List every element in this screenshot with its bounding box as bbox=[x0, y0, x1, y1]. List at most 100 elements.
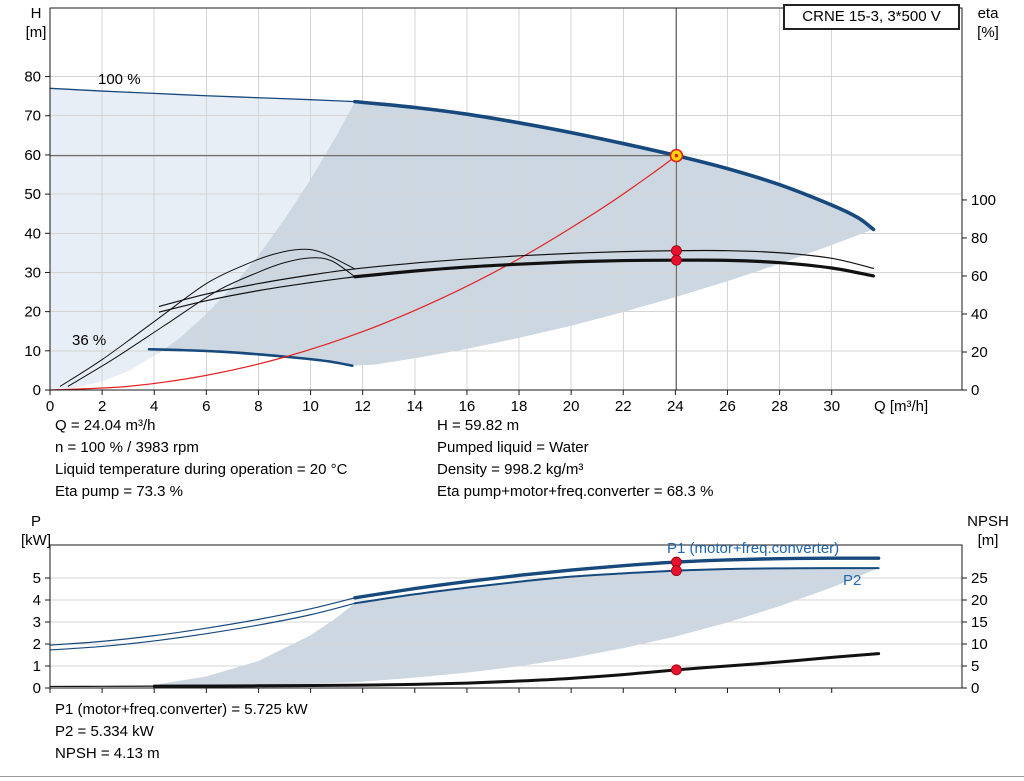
svg-text:10: 10 bbox=[971, 636, 988, 653]
speed-100-label: 100 % bbox=[98, 71, 141, 88]
qh-gridlines bbox=[50, 8, 962, 390]
info-speed: n = 100 % / 3983 rpm bbox=[55, 439, 199, 456]
svg-text:26: 26 bbox=[719, 398, 736, 415]
svg-text:16: 16 bbox=[459, 398, 476, 415]
series-control-curve bbox=[49, 155, 678, 391]
value-marker bbox=[671, 664, 682, 676]
svg-text:6: 6 bbox=[202, 398, 210, 415]
npsh-axis-symbol: NPSH bbox=[967, 513, 1009, 530]
svg-text:28: 28 bbox=[771, 398, 788, 415]
svg-text:30: 30 bbox=[24, 264, 41, 281]
info-liquid: Pumped liquid = Water bbox=[437, 439, 589, 456]
series-eta-total-low-flow bbox=[158, 276, 356, 313]
svg-text:2: 2 bbox=[98, 398, 106, 415]
info-flow: Q = 24.04 m³/h bbox=[55, 417, 156, 434]
svg-text:10: 10 bbox=[24, 343, 41, 360]
svg-text:60: 60 bbox=[24, 147, 41, 164]
svg-text:12: 12 bbox=[354, 398, 371, 415]
svg-text:4: 4 bbox=[33, 592, 41, 609]
svg-text:60: 60 bbox=[971, 268, 988, 285]
p1-curve-label: P1 (motor+freq.converter) bbox=[667, 540, 840, 557]
info-eta-total: Eta pump+motor+freq.converter = 68.3 % bbox=[437, 483, 714, 500]
svg-text:40: 40 bbox=[971, 306, 988, 323]
value-marker bbox=[671, 565, 682, 577]
region-power-envelope bbox=[159, 568, 879, 687]
series-eta-total bbox=[353, 258, 876, 279]
svg-text:0: 0 bbox=[46, 398, 54, 415]
series-pump-curve-36 bbox=[147, 347, 354, 368]
p2-curve-label: P2 bbox=[843, 572, 862, 589]
svg-text:100: 100 bbox=[971, 192, 996, 209]
svg-text:5: 5 bbox=[971, 658, 979, 675]
svg-text:40: 40 bbox=[24, 225, 41, 242]
svg-text:30: 30 bbox=[823, 398, 840, 415]
series-eta-arc-reduced-speed-1 bbox=[59, 248, 356, 387]
svg-text:20: 20 bbox=[563, 398, 580, 415]
info-temperature: Liquid temperature during operation = 20… bbox=[55, 461, 348, 478]
svg-text:2: 2 bbox=[33, 636, 41, 653]
speed-36-label: 36 % bbox=[72, 332, 107, 349]
p-axis-label: P [kW] bbox=[16, 512, 56, 550]
svg-text:0: 0 bbox=[33, 680, 41, 697]
npsh-axis-unit: [m] bbox=[977, 532, 999, 549]
series-pump-curve-100 bbox=[353, 99, 876, 232]
eta-axis-label: eta [%] bbox=[966, 4, 1010, 42]
pump-designation-box: CRNE 15-3, 3*500 V bbox=[783, 4, 960, 30]
info-density: Density = 998.2 kg/m³ bbox=[437, 461, 584, 478]
series-eta-arc-reduced-speed-2 bbox=[67, 257, 356, 387]
duty-info-right-column: H = 59.82 m Pumped liquid = Water Densit… bbox=[437, 415, 713, 503]
series-p2-low-flow bbox=[49, 602, 356, 651]
svg-text:5: 5 bbox=[33, 570, 41, 587]
eta-axis-symbol: eta bbox=[977, 5, 999, 22]
svg-text:18: 18 bbox=[511, 398, 528, 415]
value-marker bbox=[671, 254, 682, 266]
value-marker bbox=[671, 245, 682, 257]
svg-text:24: 24 bbox=[667, 398, 684, 415]
p-axis-unit: [kW] bbox=[21, 532, 51, 549]
eta-axis-unit: [%] bbox=[977, 24, 999, 41]
svg-text:0: 0 bbox=[971, 680, 979, 697]
svg-text:25: 25 bbox=[971, 570, 988, 587]
footer-divider bbox=[0, 776, 1024, 777]
svg-text:20: 20 bbox=[24, 304, 41, 321]
svg-text:0: 0 bbox=[971, 382, 979, 399]
svg-text:8: 8 bbox=[254, 398, 262, 415]
p-axis-symbol: P bbox=[30, 513, 41, 530]
series-eta-pump bbox=[158, 249, 875, 307]
series-pump-curve-100-low-flow bbox=[49, 87, 356, 103]
duty-info-left-column: Q = 24.04 m³/h n = 100 % / 3983 rpm Liqu… bbox=[55, 415, 347, 503]
svg-text:0: 0 bbox=[33, 382, 41, 399]
info-p2: P2 = 5.334 kW bbox=[55, 723, 154, 740]
duty-point-center bbox=[674, 153, 679, 158]
svg-text:22: 22 bbox=[615, 398, 632, 415]
svg-text:4: 4 bbox=[150, 398, 158, 415]
q-axis-label: Q [m³/h] bbox=[874, 398, 929, 415]
qh-frame bbox=[49, 7, 963, 391]
svg-text:70: 70 bbox=[24, 108, 41, 125]
info-eta-pump: Eta pump = 73.3 % bbox=[55, 483, 183, 500]
series-p1-low-flow bbox=[49, 597, 356, 646]
svg-text:80: 80 bbox=[24, 69, 41, 86]
series-p1-curve bbox=[353, 556, 881, 600]
svg-text:10: 10 bbox=[302, 398, 319, 415]
svg-text:1: 1 bbox=[33, 658, 41, 675]
power-info-column: P1 (motor+freq.converter) = 5.725 kW P2 … bbox=[55, 699, 308, 765]
svg-text:3: 3 bbox=[33, 614, 41, 631]
h-axis-label: H [m] bbox=[16, 4, 56, 42]
region-speed-range-light bbox=[50, 88, 355, 391]
info-head: H = 59.82 m bbox=[437, 417, 520, 434]
h-axis-unit: [m] bbox=[25, 24, 47, 41]
npsh-axis-label: NPSH [m] bbox=[960, 512, 1016, 550]
series-p2-curve bbox=[353, 567, 880, 605]
info-npsh: NPSH = 4.13 m bbox=[55, 745, 160, 762]
info-p1: P1 (motor+freq.converter) = 5.725 kW bbox=[55, 701, 308, 718]
series-npsh-curve bbox=[152, 652, 881, 688]
power-npsh-frame bbox=[49, 544, 963, 689]
power-npsh-axis-ticks: 0 1 2 3 4 5 0 5 10 15 20 25 bbox=[33, 570, 988, 697]
svg-text:15: 15 bbox=[971, 614, 988, 631]
svg-text:50: 50 bbox=[24, 186, 41, 203]
